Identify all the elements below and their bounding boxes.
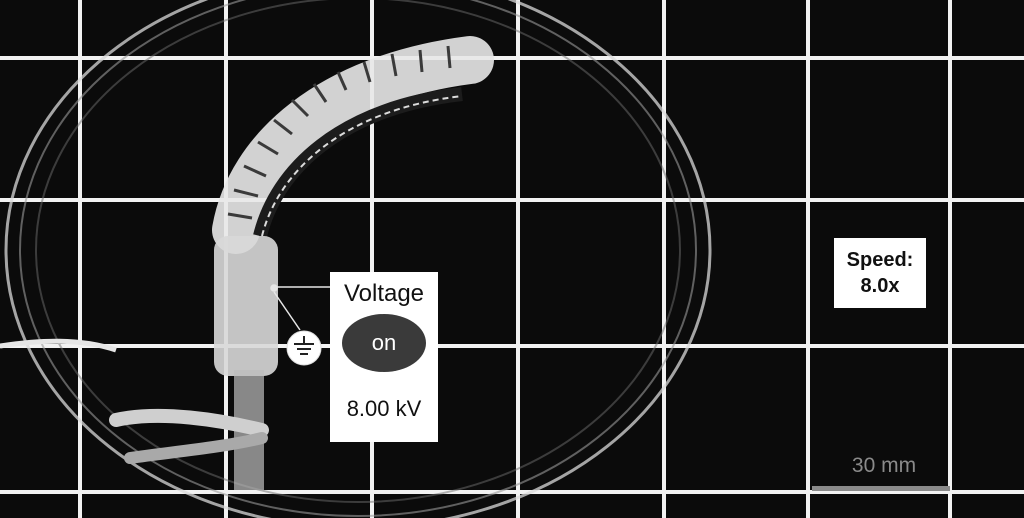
scale-bar-label: 30 mm (851, 454, 917, 477)
ground-symbol-icon (286, 330, 322, 366)
voltage-panel: Voltage on 8.00 kV (330, 272, 438, 442)
scale-bar (812, 486, 950, 491)
speed-panel: Speed: 8.0x (834, 238, 926, 308)
speed-label: Speed: (846, 249, 914, 271)
petri-dish (4, 0, 712, 518)
voltage-value: 8.00 kV (346, 396, 422, 421)
speed-value: 8.0x (860, 275, 900, 297)
electrode-leads (270, 284, 330, 331)
voltage-switch-label: on (371, 330, 397, 355)
voltage-switch: on (342, 314, 426, 372)
alligator-clip (0, 338, 269, 464)
voltage-title: Voltage (343, 280, 425, 307)
